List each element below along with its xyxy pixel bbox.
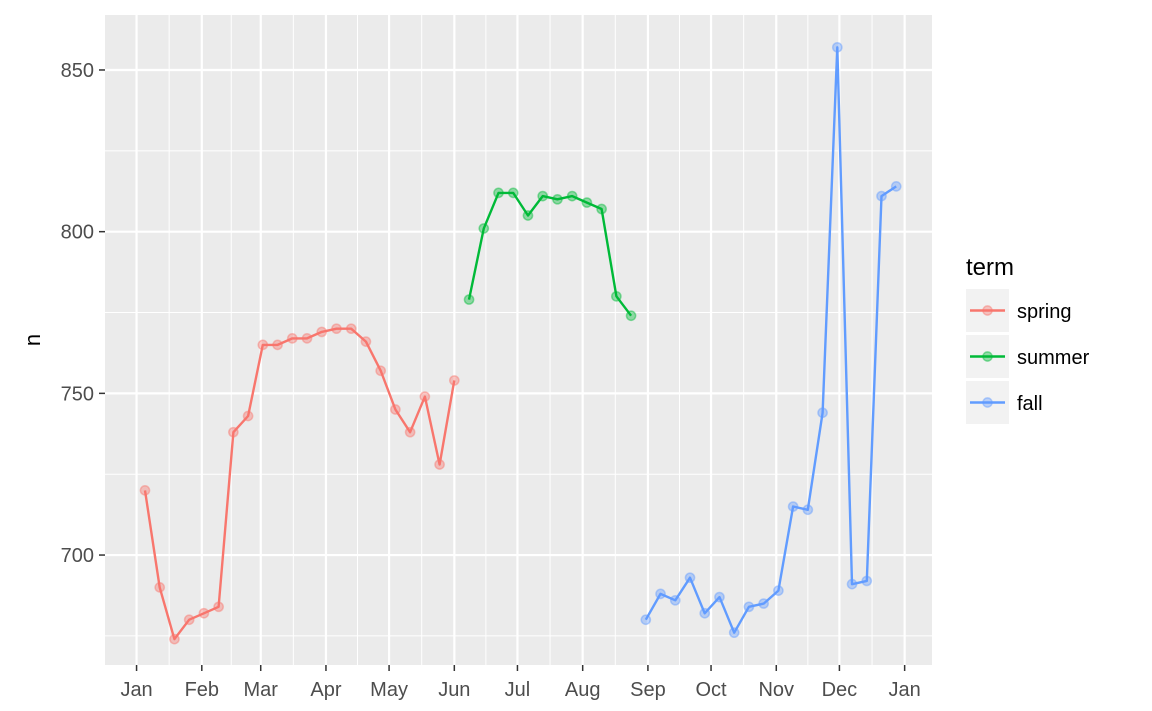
- data-point-fall: [684, 572, 696, 584]
- data-point-spring: [169, 633, 180, 645]
- data-point-summer: [522, 210, 534, 221]
- x-tick-label: Oct: [695, 679, 727, 701]
- data-point-fall: [714, 591, 725, 603]
- data-point-spring: [434, 459, 445, 470]
- x-tick-label: Jun: [438, 679, 470, 701]
- x-tick-label: Nov: [758, 679, 794, 701]
- series-line-summer: [467, 191, 633, 317]
- data-point-summer: [537, 190, 549, 202]
- data-point-fall: [773, 585, 784, 596]
- data-point-spring: [286, 333, 298, 344]
- legend-label-spring: spring: [1017, 301, 1071, 323]
- data-point-fall: [787, 501, 799, 512]
- x-tick-label: Aug: [565, 679, 601, 701]
- data-point-spring: [139, 485, 151, 496]
- data-point-fall: [846, 578, 858, 590]
- data-point-summer: [566, 190, 578, 202]
- y-tick-label: 700: [61, 545, 94, 567]
- y-tick-label: 800: [61, 222, 94, 244]
- data-point-spring: [448, 375, 460, 386]
- x-tick-label: May: [370, 679, 408, 701]
- series-layer: [139, 41, 902, 645]
- data-point-spring: [375, 365, 387, 377]
- x-tick-label: Apr: [310, 679, 341, 701]
- data-point-spring: [183, 614, 195, 626]
- data-point-summer: [507, 187, 519, 199]
- series-line-spring: [143, 327, 456, 641]
- x-tick-label: Sep: [630, 679, 666, 701]
- data-point-fall: [669, 594, 681, 606]
- data-point-fall: [640, 614, 652, 626]
- data-point-fall: [890, 181, 902, 192]
- data-point-summer: [552, 193, 563, 205]
- data-point-fall: [728, 627, 740, 639]
- data-point-spring: [345, 323, 357, 335]
- legend-label-fall: fall: [1017, 393, 1043, 415]
- data-point-spring: [404, 426, 416, 438]
- data-point-spring: [242, 410, 254, 422]
- x-tick-label: Jan: [120, 679, 152, 701]
- data-point-fall: [861, 575, 873, 587]
- data-point-spring: [360, 336, 372, 347]
- data-point-fall: [655, 588, 666, 600]
- y-axis-title: n: [20, 334, 45, 346]
- data-point-summer: [478, 223, 490, 234]
- x-tick-label: Jan: [889, 679, 921, 701]
- data-point-spring: [301, 333, 313, 344]
- legend-key-point-spring: [982, 305, 993, 316]
- data-point-spring: [154, 582, 166, 593]
- data-point-summer: [581, 197, 593, 208]
- data-point-summer: [611, 290, 622, 302]
- x-tick-label: Dec: [822, 679, 858, 701]
- x-tick-label: Feb: [185, 679, 219, 701]
- data-point-fall: [699, 607, 711, 619]
- data-point-fall: [743, 601, 755, 613]
- data-point-spring: [316, 326, 328, 338]
- data-point-spring: [272, 339, 283, 351]
- legend-key-point-summer: [982, 351, 993, 362]
- data-point-spring: [257, 339, 269, 351]
- legend-label-summer: summer: [1017, 347, 1090, 369]
- y-tick-label: 750: [61, 383, 94, 405]
- data-point-summer: [625, 310, 637, 322]
- data-point-spring: [228, 426, 239, 438]
- y-tick-label: 850: [61, 60, 94, 82]
- x-tick-label: Jul: [505, 679, 531, 701]
- data-point-spring: [390, 404, 401, 415]
- data-point-fall: [802, 504, 814, 516]
- data-point-spring: [198, 607, 210, 619]
- data-point-fall: [876, 190, 887, 202]
- legend: term spring summer fall: [966, 254, 1090, 424]
- data-point-fall: [758, 598, 770, 609]
- axes-layer: Jan Feb Mar Apr May Jun Jul Aug Sep Oct Nov Dec Jan 7…: [61, 60, 921, 701]
- data-point-spring: [331, 323, 342, 335]
- data-point-summer: [463, 294, 475, 305]
- data-point-spring: [419, 391, 431, 402]
- x-tick-label: Mar: [243, 679, 278, 701]
- data-point-fall: [831, 41, 843, 53]
- data-point-fall: [817, 407, 828, 419]
- legend-title: term: [966, 254, 1014, 281]
- data-point-summer: [596, 203, 607, 215]
- data-point-spring: [213, 601, 224, 613]
- data-point-summer: [493, 187, 504, 199]
- series-line-fall: [644, 46, 897, 634]
- legend-key-point-fall: [982, 397, 993, 408]
